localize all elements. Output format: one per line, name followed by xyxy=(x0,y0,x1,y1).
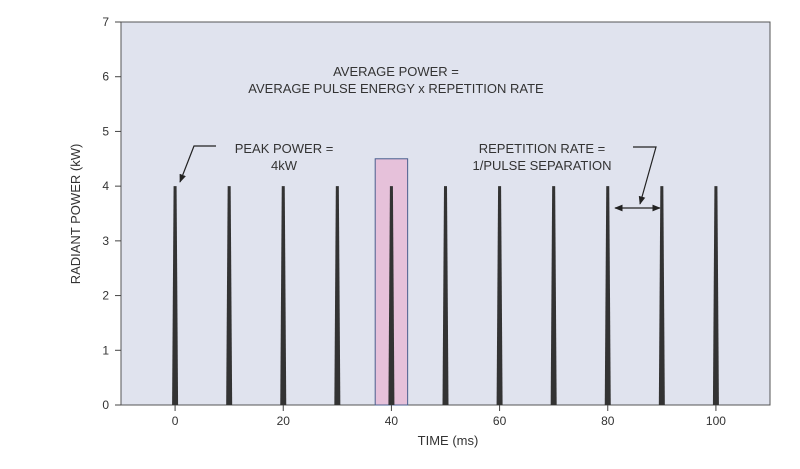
x-axis-label: TIME (ms) xyxy=(418,433,479,448)
pulse-bar xyxy=(226,186,233,405)
y-tick-label: 5 xyxy=(102,124,109,138)
pulse-bar xyxy=(172,186,179,405)
y-tick-label: 2 xyxy=(102,289,109,303)
y-tick-label: 7 xyxy=(102,15,109,29)
x-tick-label: 20 xyxy=(277,414,291,428)
pulse-bar xyxy=(712,186,719,405)
y-tick-label: 4 xyxy=(102,179,109,193)
y-tick-label: 6 xyxy=(102,70,109,84)
y-tick-label: 1 xyxy=(102,343,109,357)
avg-power-line2: AVERAGE PULSE ENERGY x REPETITION RATE xyxy=(248,81,544,96)
rep-rate-pointer xyxy=(633,146,657,205)
pulse-bar xyxy=(334,186,341,405)
rep-rate-line2: 1/PULSE SEPARATION xyxy=(473,158,612,173)
rep-rate-line1: REPETITION RATE = xyxy=(479,141,606,156)
x-tick-label: 0 xyxy=(172,414,179,428)
peak-power-arrow xyxy=(179,145,216,183)
pulse-bar xyxy=(550,186,557,405)
x-tick-label: 40 xyxy=(385,414,399,428)
pulse-bar xyxy=(442,186,449,405)
y-tick-label: 3 xyxy=(102,234,109,248)
pulse-bar xyxy=(604,186,611,405)
pulse-bar xyxy=(658,186,665,405)
peak-power-line1: PEAK POWER = xyxy=(235,141,334,156)
y-tick-label: 0 xyxy=(102,398,109,412)
pulse-bar xyxy=(496,186,503,405)
pulse-bar xyxy=(280,186,287,405)
peak-power-line2: 4kW xyxy=(271,158,298,173)
avg-power-line1: AVERAGE POWER = xyxy=(333,64,459,79)
x-tick-label: 80 xyxy=(601,414,615,428)
y-axis-label: RADIANT POWER (kW) xyxy=(68,144,83,285)
pulse-bar xyxy=(388,186,395,405)
x-tick-label: 60 xyxy=(493,414,507,428)
x-tick-label: 100 xyxy=(706,414,726,428)
